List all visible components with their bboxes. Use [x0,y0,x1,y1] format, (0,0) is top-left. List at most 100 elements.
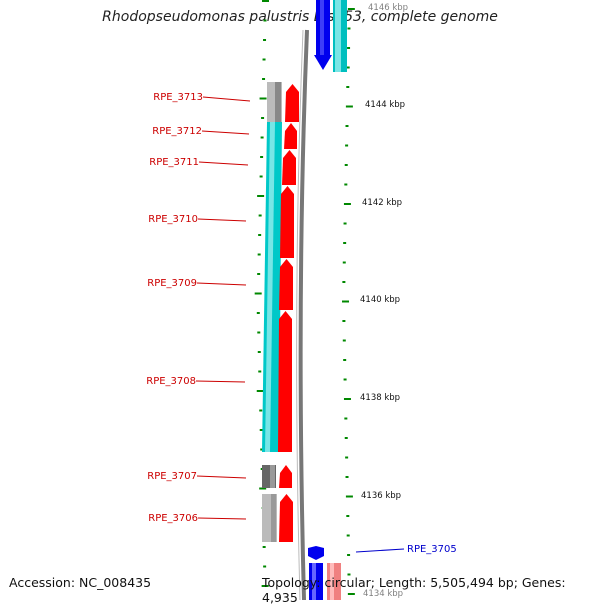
outer-tick [345,476,349,478]
outer-tick [345,495,353,498]
label-connector [201,130,250,135]
outer-tick [345,105,353,108]
kbp-label: 4144 kbp [365,100,405,110]
outer-tick [346,86,350,88]
label-connector [197,218,247,222]
gene-label-rpe_3708[interactable]: RPE_3708 [146,376,196,387]
outer-tick [343,242,347,244]
scale-labels: 4146 kbp 4144 kbp 4142 kbp 4140 kbp 4138 kbp… [360,3,408,599]
outer-tick [343,378,347,381]
outer-tick [344,164,348,166]
bottom-features [308,546,341,600]
inner-tick [259,487,267,490]
inner-tick [258,214,262,217]
cds-arrow-rpe_3712[interactable] [284,123,297,149]
label-connector [195,380,246,383]
inner-tick [259,97,267,100]
inner-tick [257,331,261,334]
kbp-label: 4140 kbp [360,295,400,305]
outer-tick [344,417,348,420]
cds-arrow-rpe_3707[interactable] [279,465,292,488]
inner-tick [263,19,267,22]
gene-label-rpe_3707[interactable]: RPE_3707 [147,471,197,482]
accession-text: Accession: NC_008435 [9,575,152,590]
gene-label-rpe_3710[interactable]: RPE_3710 [148,214,198,225]
cds-arrow-rpe_3713[interactable] [285,84,299,122]
label-connector [202,96,251,102]
reverse-cds-track [278,84,299,542]
inner-tick [257,195,265,197]
kbp-label: 4138 kbp [360,393,400,403]
cds-arrow-rpe_3708[interactable] [278,311,292,452]
outer-tick [347,27,351,30]
outer-tick [345,144,349,147]
inner-tick [258,370,262,373]
cds-arrow-rpe_3710[interactable] [280,186,294,258]
outer-tick [342,339,346,342]
outer-tick [344,183,348,186]
outer-tick [342,281,346,283]
outer-tick [346,515,350,517]
label-connector [355,548,405,553]
inner-tick [262,78,266,80]
inner-tick [259,429,263,431]
inner-tick [262,58,266,61]
inner-tick [262,546,266,548]
gene-label-rpe_3705[interactable]: RPE_3705 [407,544,457,555]
inner-tick [257,253,261,256]
outer-tick [343,222,347,225]
label-connector [196,282,247,286]
top-features [314,0,347,72]
inner-tick [258,234,262,236]
gene-label-rpe_3711[interactable]: RPE_3711 [149,157,199,168]
inner-tick [263,39,267,41]
outer-tick [347,573,351,576]
inner-tick [256,312,260,314]
outer-tick [347,554,351,556]
cds-arrow-rpe_3709[interactable] [279,259,293,310]
inner-tick [261,585,269,587]
gene-label-rpe_3712[interactable]: RPE_3712 [152,126,202,137]
inner-tick [260,156,264,158]
outer-tick [343,359,347,361]
cds-arrow-rpe_3706[interactable] [279,494,293,542]
kbp-label: 4142 kbp [362,198,402,208]
inner-tick [261,117,265,119]
inner-tick [260,448,264,451]
outer-tick [346,66,350,69]
outer-tick [344,437,348,439]
inner-tick [254,292,262,295]
outer-tick [342,320,346,322]
outer-tick [343,398,351,400]
cds-rpe-3705[interactable] [308,546,324,560]
gc-track [262,82,282,542]
gene-label-rpe_3713[interactable]: RPE_3713 [153,92,203,103]
inner-tick [257,351,261,353]
outer-tick [347,8,355,10]
outer-tick [345,456,349,459]
kbp-label: 4134 kbp [363,589,403,599]
inner-tick [262,0,269,2]
gene-label-layer: RPE_3713 RPE_3712 RPE_3711 RPE_3710 RPE_3709… [146,92,457,555]
gene-label-rpe_3706[interactable]: RPE_3706 [148,513,198,524]
kbp-label: 4136 kbp [361,491,401,501]
kbp-label: 4146 kbp [368,3,408,13]
outer-tick [347,47,351,49]
topology-text: Topology: circular; Length: 5,505,494 bp… [262,575,566,605]
inner-tick [263,565,267,568]
inner-tick [257,273,261,275]
inner-tick [260,136,264,139]
gene-label-rpe_3709[interactable]: RPE_3709 [147,278,197,289]
backbone-arc [298,29,309,600]
label-connector [197,517,247,520]
outer-tick [343,203,351,205]
cds-arrow-rpe_3711[interactable] [282,150,296,185]
inner-tick [259,409,263,412]
inner-tick [259,175,263,178]
outer-tick [342,261,346,264]
outer-tick [346,534,350,537]
outer-tick [342,300,350,303]
label-connector [196,475,247,479]
outer-tick-row [342,8,355,595]
